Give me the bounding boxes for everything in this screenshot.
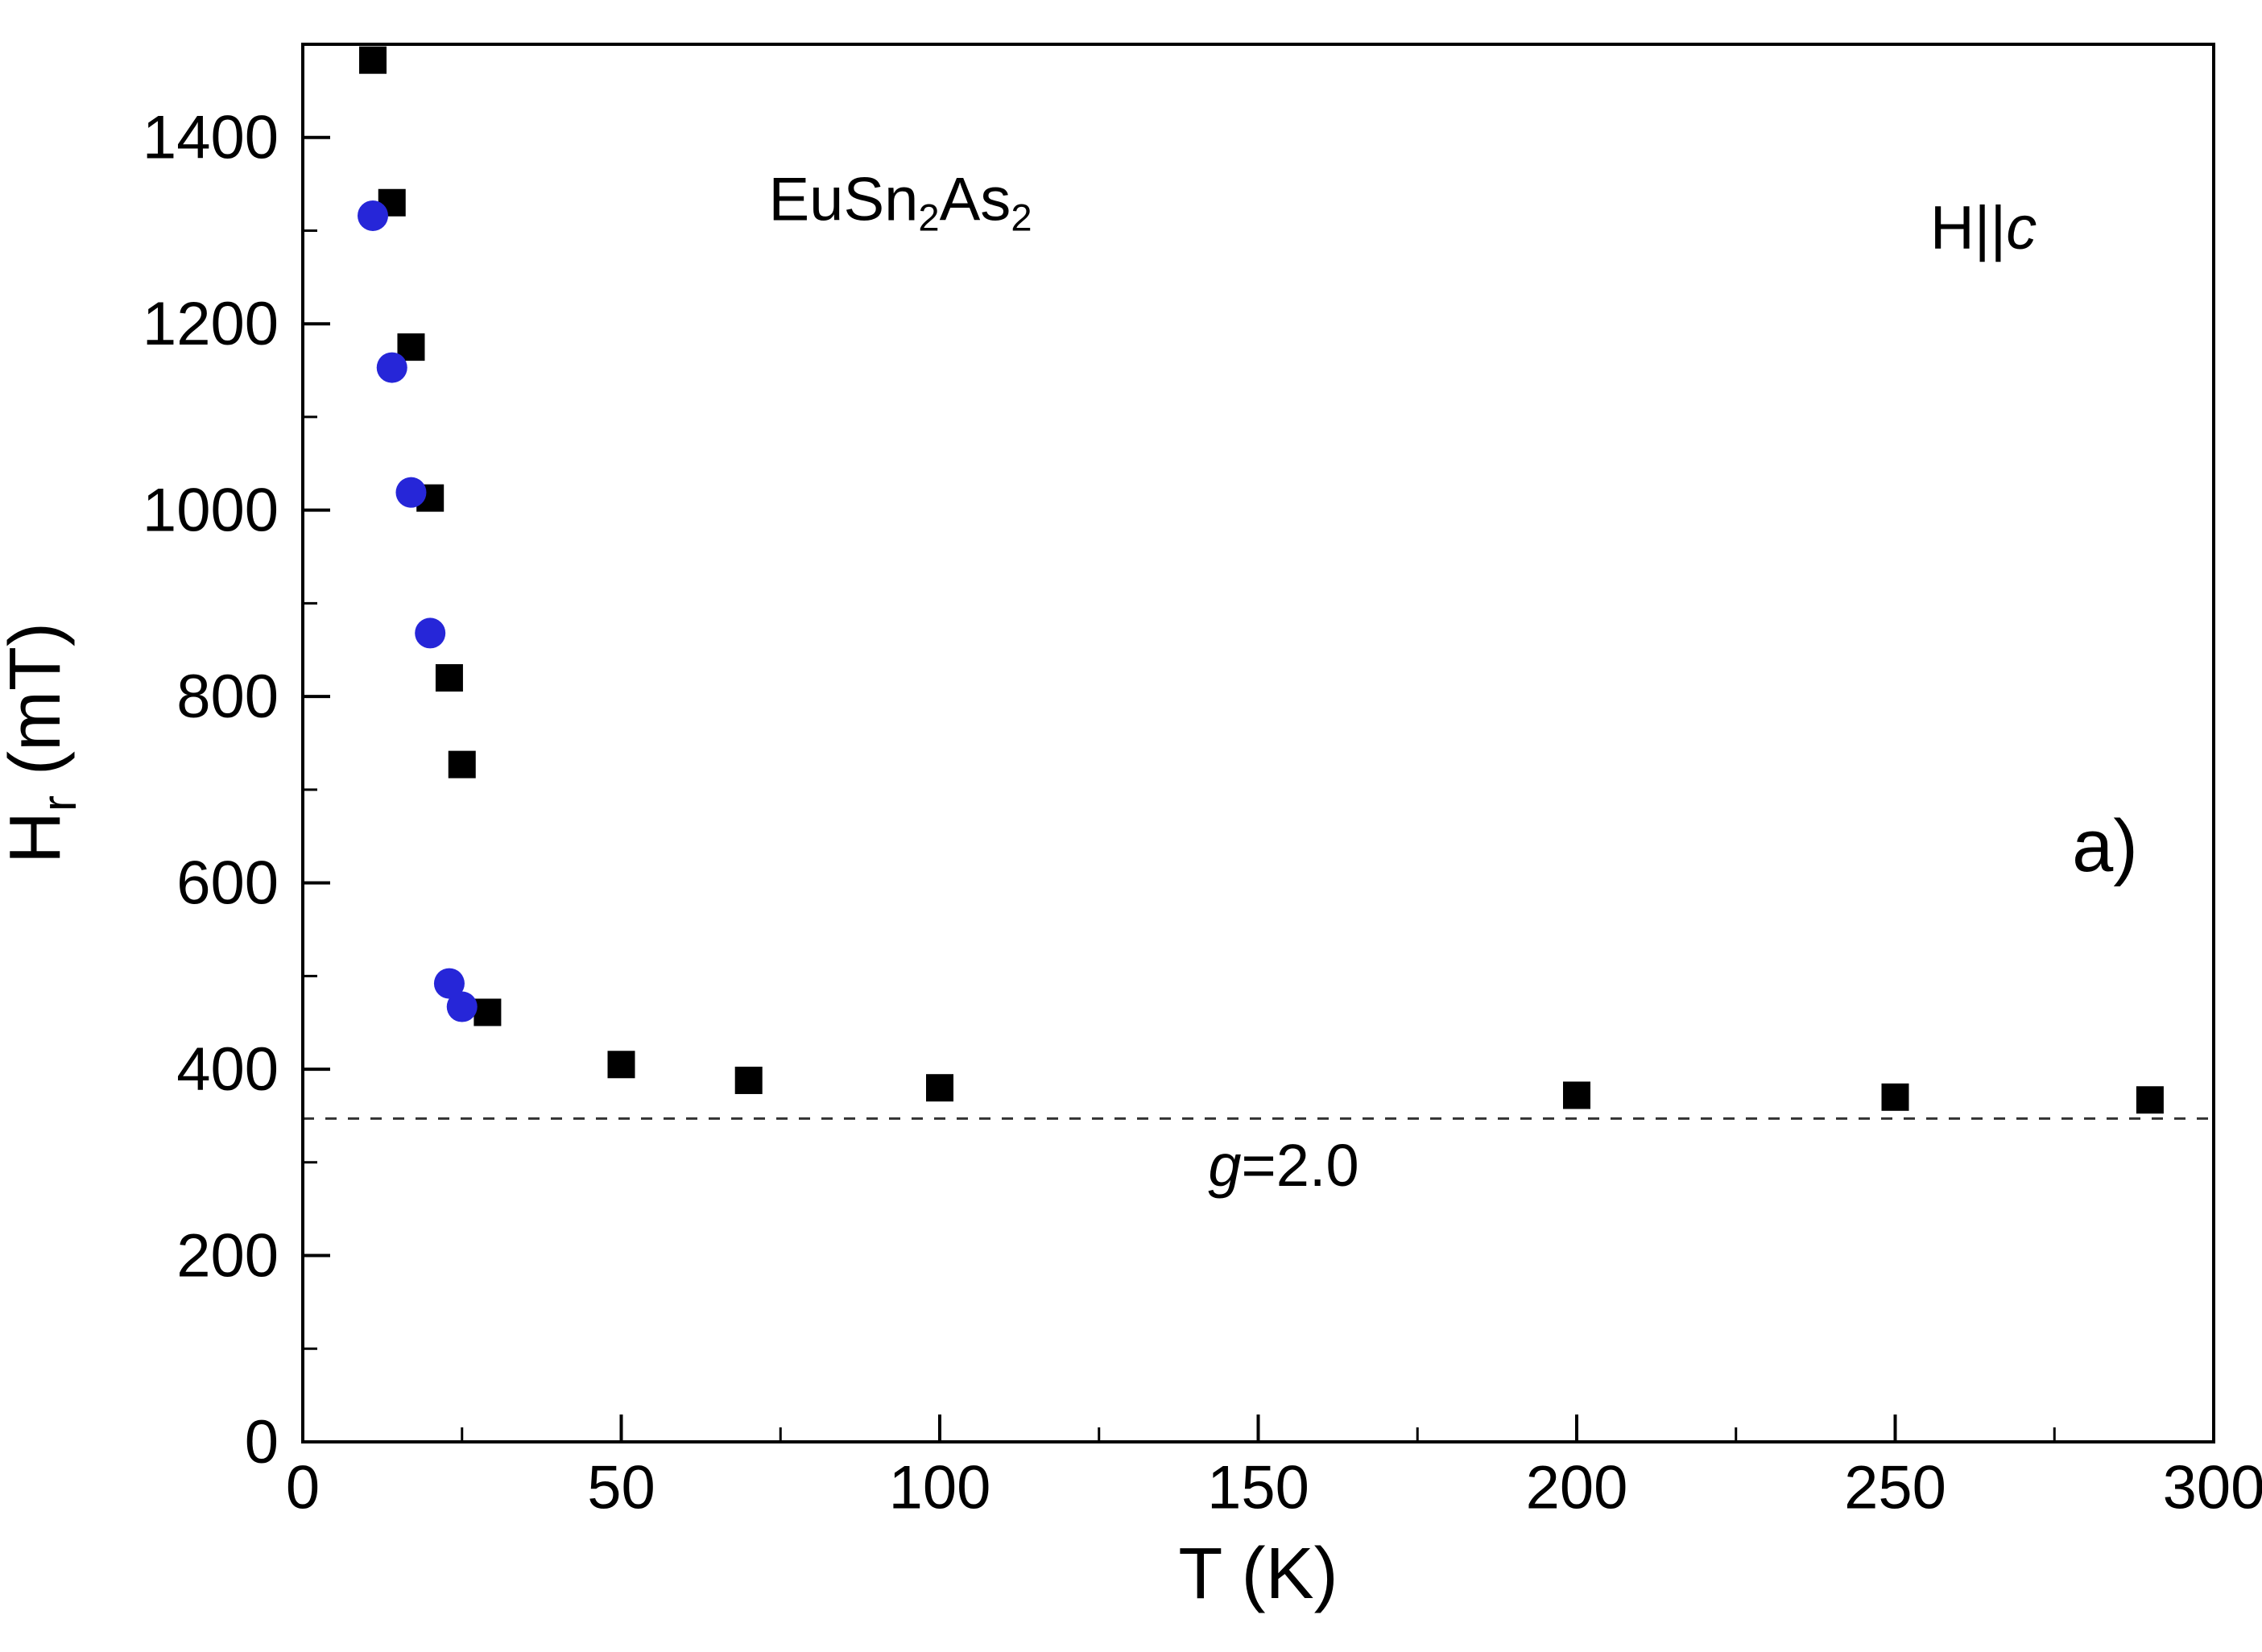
data-point-circle <box>433 968 465 999</box>
y-tick-label: 1200 <box>143 290 279 358</box>
field-orientation-label: H||c <box>1930 198 2037 259</box>
compound-text: As <box>939 165 1011 234</box>
data-point-square <box>473 998 502 1026</box>
data-point-square <box>926 1074 953 1102</box>
x-tick-label: 0 <box>286 1453 320 1522</box>
field-orientation-axis: c <box>2006 194 2037 262</box>
data-point-circle <box>395 477 427 508</box>
data-point-square <box>359 46 387 74</box>
y-tick-label: 600 <box>176 849 279 917</box>
data-point-square <box>2136 1086 2164 1114</box>
plot-frame <box>301 43 2215 1443</box>
g-value: =2.0 <box>1241 1132 1359 1199</box>
data-point-square <box>734 1066 763 1094</box>
x-tick-label: 200 <box>1526 1453 1628 1522</box>
x-tick-label: 50 <box>587 1453 655 1522</box>
data-point-square <box>1881 1083 1909 1111</box>
field-orientation-prefix: H|| <box>1929 194 2007 262</box>
compound-subscript: 2 <box>918 196 940 239</box>
data-point-circle <box>415 617 446 649</box>
y-axis-label: Hr (mT) <box>0 622 86 864</box>
data-point-square <box>1563 1081 1590 1109</box>
data-point-circle <box>358 200 389 231</box>
y-tick-label: 800 <box>176 663 279 731</box>
compound-label: EuSn2As2 <box>768 169 1032 239</box>
g-factor-label: g=2.0 <box>1208 1136 1358 1196</box>
panel-label: a) <box>2072 805 2138 887</box>
y-tick-label: 400 <box>176 1035 279 1104</box>
g-symbol: g <box>1208 1132 1242 1199</box>
x-axis-label: T (K) <box>1178 1534 1338 1614</box>
data-point-circle <box>446 991 478 1022</box>
x-tick-label: 150 <box>1207 1453 1309 1522</box>
compound-subscript: 2 <box>1011 196 1032 239</box>
data-point-square <box>435 663 463 692</box>
y-tick-label: 1000 <box>143 477 279 545</box>
data-point-square <box>448 750 476 779</box>
y-tick-label: 1400 <box>143 104 279 172</box>
data-point-circle <box>376 352 407 383</box>
x-tick-label: 100 <box>889 1453 991 1522</box>
x-tick-label: 250 <box>1844 1453 1946 1522</box>
compound-text: EuSn <box>768 165 919 234</box>
y-tick-label: 200 <box>176 1221 279 1290</box>
y-tick-label: 0 <box>245 1408 279 1476</box>
x-tick-label: 300 <box>2163 1453 2262 1522</box>
data-point-square <box>607 1051 635 1079</box>
